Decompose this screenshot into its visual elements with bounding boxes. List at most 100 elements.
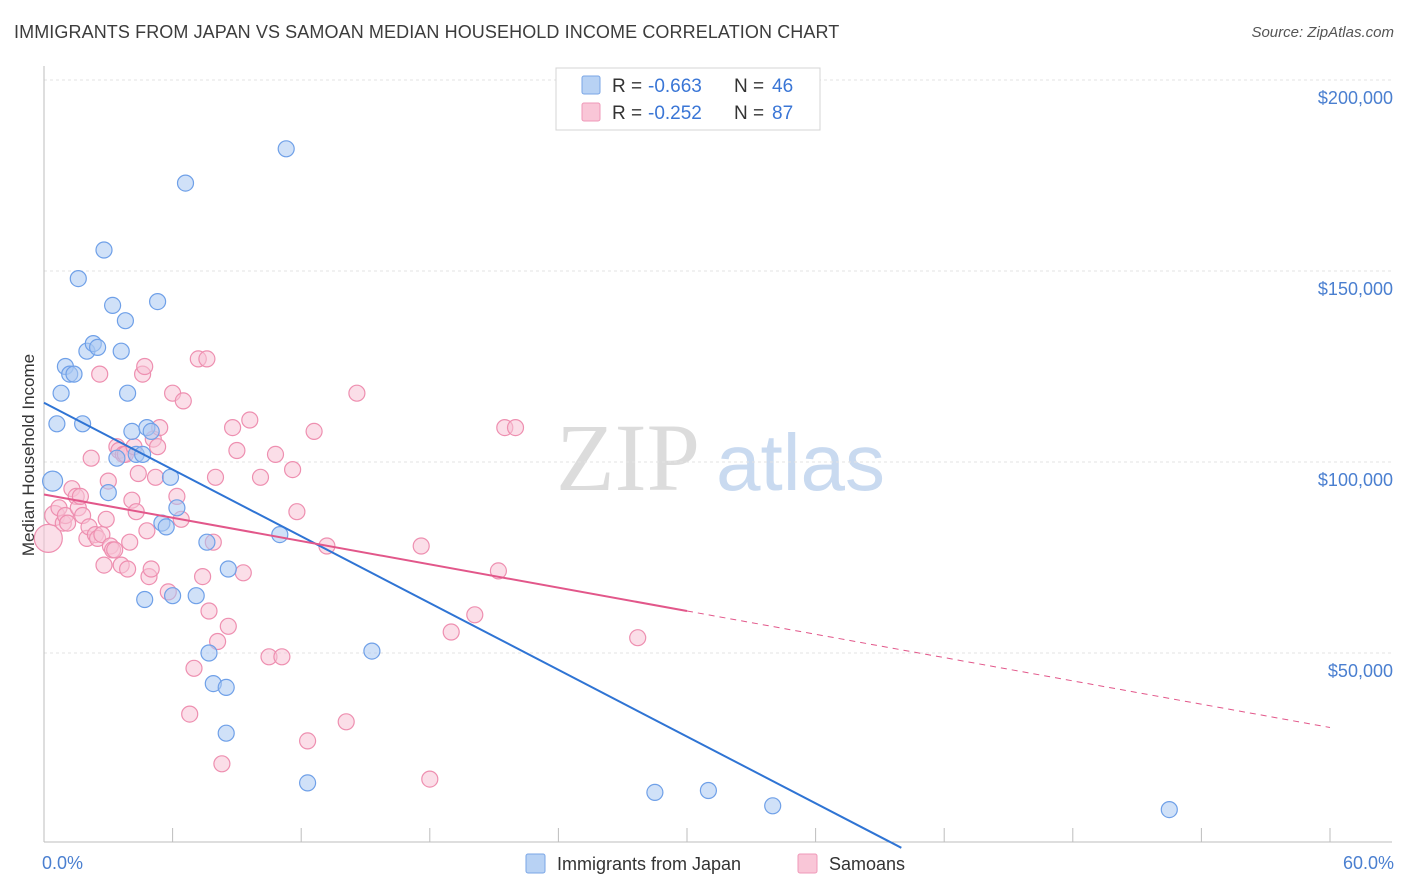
samoans-point-75: [412, 537, 430, 555]
japan-point-24: [149, 293, 167, 311]
japan-point-28: [164, 587, 182, 605]
samoans-point-0: [33, 523, 63, 554]
legend-n-label-1: N =: [734, 76, 764, 97]
samoans-point-54: [200, 602, 218, 620]
samoans-point-53: [198, 350, 216, 368]
samoans-point-73: [337, 713, 355, 731]
y-tick-label-2: $150,000: [1318, 279, 1393, 299]
samoans-point-42: [149, 438, 167, 456]
samoans-point-57: [209, 632, 227, 651]
bottom-legend-swatch-samoans: [797, 853, 818, 874]
y-tick-label-3: $200,000: [1318, 88, 1393, 108]
samoans-point-29: [118, 560, 137, 578]
legend-swatch-japan: [581, 75, 601, 95]
samoans-point-63: [241, 411, 259, 429]
japan-point-16: [116, 312, 135, 330]
samoans-point-59: [219, 617, 237, 635]
japan-point-14: [108, 449, 126, 467]
legend-n-value-2: 87: [772, 103, 793, 124]
watermark-zip: ZIP: [556, 404, 700, 511]
japan-point-26: [157, 518, 175, 536]
samoans-point-19: [97, 510, 115, 528]
japan-point-33: [200, 644, 218, 662]
japan-point-1: [48, 415, 66, 433]
y-axis-label: Median Household Income: [19, 354, 38, 556]
x-tick-max: 60.0%: [1343, 853, 1394, 873]
japan-point-41: [363, 642, 381, 660]
japan-point-39: [277, 140, 295, 158]
trendlines: [43, 401, 1331, 849]
samoans-point-34: [129, 464, 147, 483]
bottom-legend-swatch-japan: [525, 853, 546, 874]
samoans-point-48: [174, 392, 192, 410]
japan-point-12: [99, 484, 117, 502]
samoans-point-71: [305, 422, 323, 440]
axes: [43, 66, 1392, 843]
trendline-japan: [43, 401, 902, 849]
japan-point-2: [52, 384, 70, 402]
series-samoans-points: [33, 350, 647, 788]
samoans-point-62: [234, 564, 252, 582]
japan-point-42: [646, 783, 664, 802]
samoans-point-49: [181, 705, 199, 723]
japan-point-21: [136, 590, 154, 609]
samoans-point-58: [213, 755, 231, 773]
japan-point-5: [65, 365, 83, 383]
japan-point-10: [88, 338, 107, 356]
samoans-point-77: [442, 623, 460, 641]
chart-title: IMMIGRANTS FROM JAPAN VS SAMOAN MEDIAN H…: [14, 22, 840, 42]
legend-swatch-samoans: [581, 102, 601, 122]
trendline-samoans-extension: [686, 610, 1331, 728]
y-tick-labels: $50,000 $100,000 $150,000 $200,000: [1318, 88, 1393, 681]
legend-r-label-2: R =: [612, 103, 642, 124]
japan-point-40: [299, 774, 317, 792]
japan-point-35: [217, 724, 235, 742]
japan-point-44: [764, 797, 782, 815]
japan-point-0: [41, 470, 64, 492]
samoans-point-66: [266, 445, 285, 463]
japan-point-43: [699, 781, 718, 800]
samoans-point-79: [489, 562, 507, 580]
bottom-legend-label-japan: Immigrants from Japan: [557, 854, 741, 874]
y-tick-label-0: $50,000: [1328, 661, 1393, 681]
samoans-point-68: [284, 461, 302, 479]
japan-point-23: [142, 422, 160, 440]
samoans-point-23: [106, 541, 124, 559]
series-legend: Immigrants from Japan Samoans: [525, 853, 905, 874]
correlation-legend: R = -0.663 N = 46 R = -0.252 N = 87: [555, 67, 821, 131]
samoans-point-67: [273, 648, 291, 666]
japan-point-13: [103, 296, 122, 314]
samoans-point-13: [82, 449, 100, 467]
japan-point-37: [219, 560, 237, 578]
samoans-point-36: [136, 357, 154, 376]
samoans-point-41: [146, 468, 165, 486]
japan-point-32: [198, 533, 216, 551]
japan-point-6: [69, 270, 87, 288]
bottom-legend-label-samoans: Samoans: [829, 854, 905, 874]
source-credit: Source: ZipAtlas.com: [1251, 24, 1394, 41]
japan-point-11: [95, 241, 113, 259]
legend-n-label-2: N =: [734, 103, 764, 124]
y-tick-label-1: $100,000: [1318, 470, 1393, 490]
samoans-point-5: [58, 514, 77, 532]
x-tick-min: 0.0%: [42, 853, 83, 873]
samoans-point-56: [206, 468, 225, 486]
japan-point-45: [1160, 800, 1178, 819]
samoans-point-30: [121, 533, 139, 551]
legend-r-value-2: -0.252: [648, 103, 702, 124]
japan-point-18: [123, 422, 141, 440]
samoans-point-70: [299, 732, 317, 750]
samoans-point-39: [142, 560, 160, 578]
samoans-point-50: [185, 659, 203, 677]
legend-r-label-1: R =: [612, 76, 642, 97]
samoans-point-60: [224, 419, 242, 437]
samoans-point-82: [629, 629, 647, 647]
samoans-point-16: [91, 365, 109, 383]
samoans-point-81: [506, 419, 525, 437]
japan-point-29: [168, 499, 186, 517]
japan-point-30: [176, 174, 195, 192]
legend-n-value-1: 46: [772, 76, 793, 97]
samoans-point-18: [95, 556, 113, 574]
japan-point-36: [217, 678, 235, 697]
samoans-point-61: [228, 441, 246, 460]
